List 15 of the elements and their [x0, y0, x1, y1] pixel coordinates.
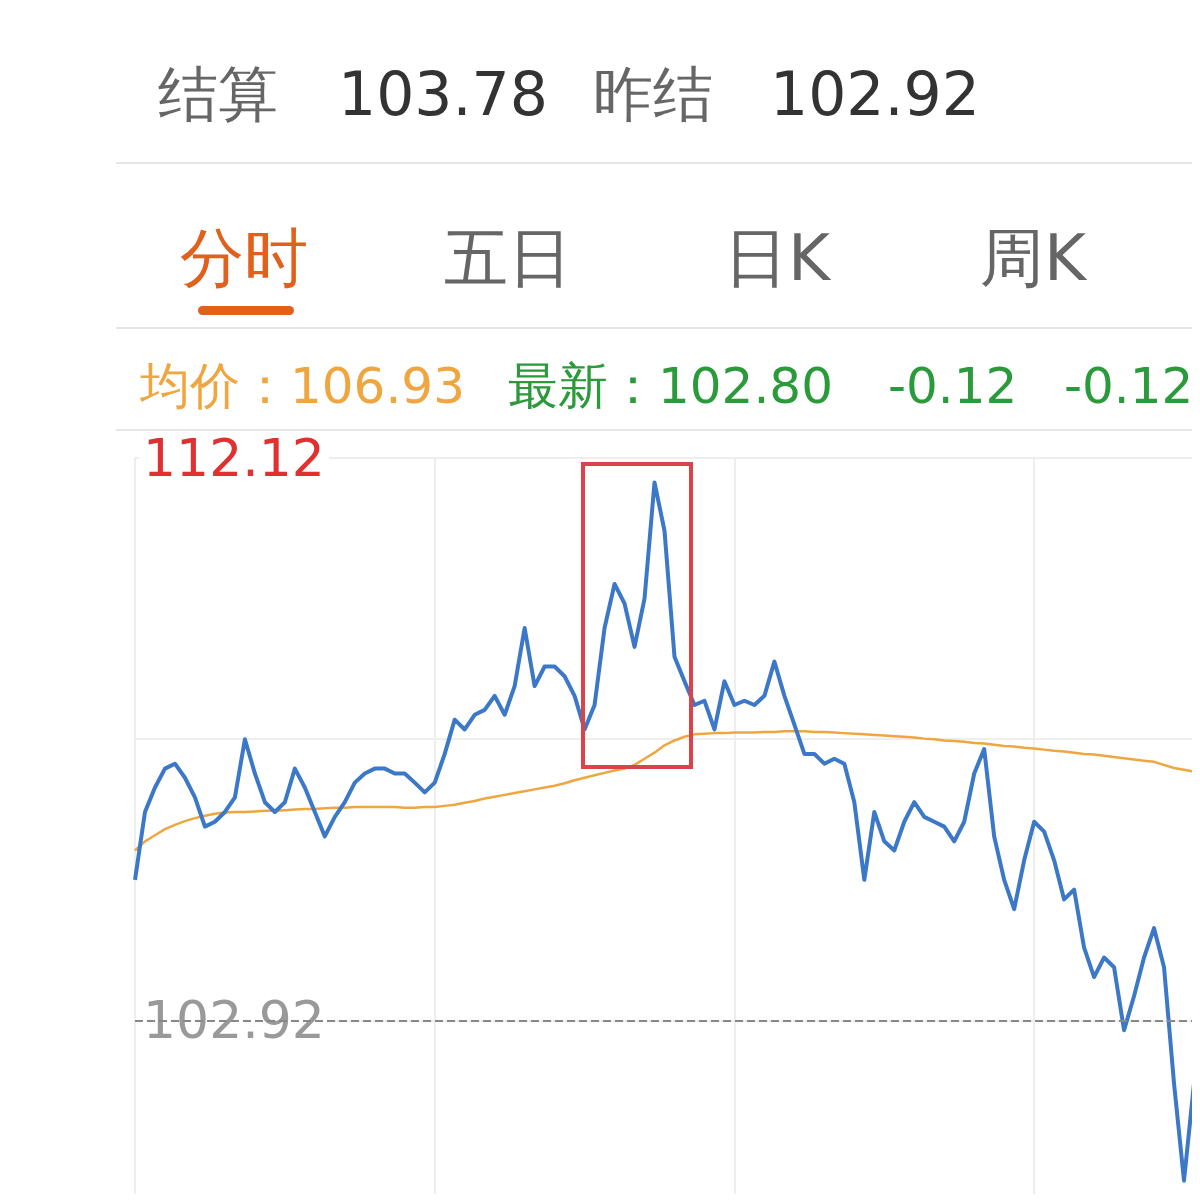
text: -0.12: [1064, 356, 1193, 416]
text: 103.78: [338, 58, 548, 130]
text: -0.12: [888, 356, 1018, 416]
line-series: [133, 480, 1192, 1183]
text: 均价：106.93: [140, 356, 465, 416]
y-tick-label: 112.12: [143, 428, 325, 488]
text: 结算: [158, 58, 278, 130]
text: 日K: [724, 220, 830, 297]
text: 102.92: [770, 58, 980, 130]
text: 昨结: [593, 58, 713, 130]
text: 分时: [180, 220, 308, 297]
line-series: [133, 730, 1192, 852]
text: 最新：102.80: [508, 356, 833, 416]
text: 五日: [444, 220, 572, 297]
text: 周K: [980, 220, 1086, 297]
